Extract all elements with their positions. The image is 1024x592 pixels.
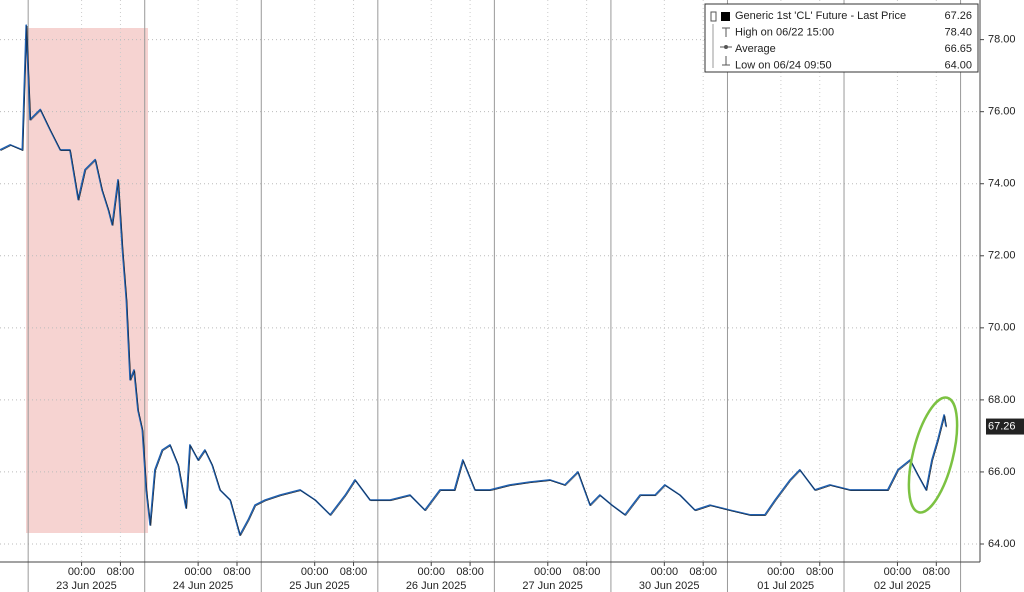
date-label: 26 Jun 2025 <box>406 580 467 592</box>
legend: Generic 1st 'CL' Future - Last Price 67.2… <box>704 3 979 73</box>
x-tick-label: 08:00 <box>223 566 251 578</box>
legend-box <box>704 3 979 73</box>
y-tick-label: 68.00 <box>988 394 1016 406</box>
x-tick-label: 00:00 <box>767 566 795 578</box>
date-label: 27 Jun 2025 <box>522 580 583 592</box>
legend-value: 67.26 <box>944 10 972 22</box>
price-line-shadow <box>0 25 948 537</box>
legend-label: Average <box>735 43 776 55</box>
legend-value: 78.40 <box>944 26 972 38</box>
shaded-region <box>26 28 148 533</box>
x-tick-label: 00:00 <box>534 566 562 578</box>
y-tick-label: 70.00 <box>988 322 1016 334</box>
x-tick-label: 00:00 <box>301 566 329 578</box>
legend-value: 64.00 <box>944 59 972 71</box>
x-tick-label: 00:00 <box>68 566 96 578</box>
x-tick-label: 08:00 <box>107 566 135 578</box>
last-price-tag <box>986 418 1024 435</box>
highlight-ellipse <box>907 396 959 514</box>
x-tick-label: 08:00 <box>689 566 717 578</box>
x-tick-label: 00:00 <box>184 566 212 578</box>
date-label: 23 Jun 2025 <box>56 580 117 592</box>
y-tick-label: 64.00 <box>988 538 1016 550</box>
legend-icon <box>710 11 717 22</box>
plot <box>0 24 948 537</box>
y-tick-label: 74.00 <box>988 178 1016 190</box>
legend-icon <box>721 12 730 21</box>
legend-value: 66.65 <box>944 43 972 55</box>
y-tick-label: 78.00 <box>988 34 1016 46</box>
x-tick-label: 08:00 <box>806 566 834 578</box>
last-price-label: 67.26 <box>988 420 1016 432</box>
date-label: 24 Jun 2025 <box>173 580 234 592</box>
x-tick-label: 00:00 <box>651 566 679 578</box>
date-label: 30 Jun 2025 <box>639 580 700 592</box>
date-label: 02 Jul 2025 <box>874 580 931 592</box>
legend-icon <box>724 45 728 49</box>
x-tick-label: 08:00 <box>923 566 951 578</box>
legend-label: High on 06/22 15:00 <box>735 26 834 38</box>
x-tick-label: 08:00 <box>340 566 368 578</box>
x-tick-label: 08:00 <box>456 566 484 578</box>
price-line <box>0 24 947 536</box>
date-label: 25 Jun 2025 <box>289 580 350 592</box>
y-tick-label: 72.00 <box>988 250 1016 262</box>
y-tick-label: 66.00 <box>988 466 1016 478</box>
y-tick-label: 76.00 <box>988 106 1016 118</box>
x-tick-label: 08:00 <box>573 566 601 578</box>
legend-label: Low on 06/24 09:50 <box>735 59 832 71</box>
x-tick-label: 00:00 <box>417 566 445 578</box>
legend-label: Generic 1st 'CL' Future - Last Price <box>735 10 906 22</box>
x-tick-label: 00:00 <box>884 566 912 578</box>
date-label: 01 Jul 2025 <box>757 580 814 592</box>
